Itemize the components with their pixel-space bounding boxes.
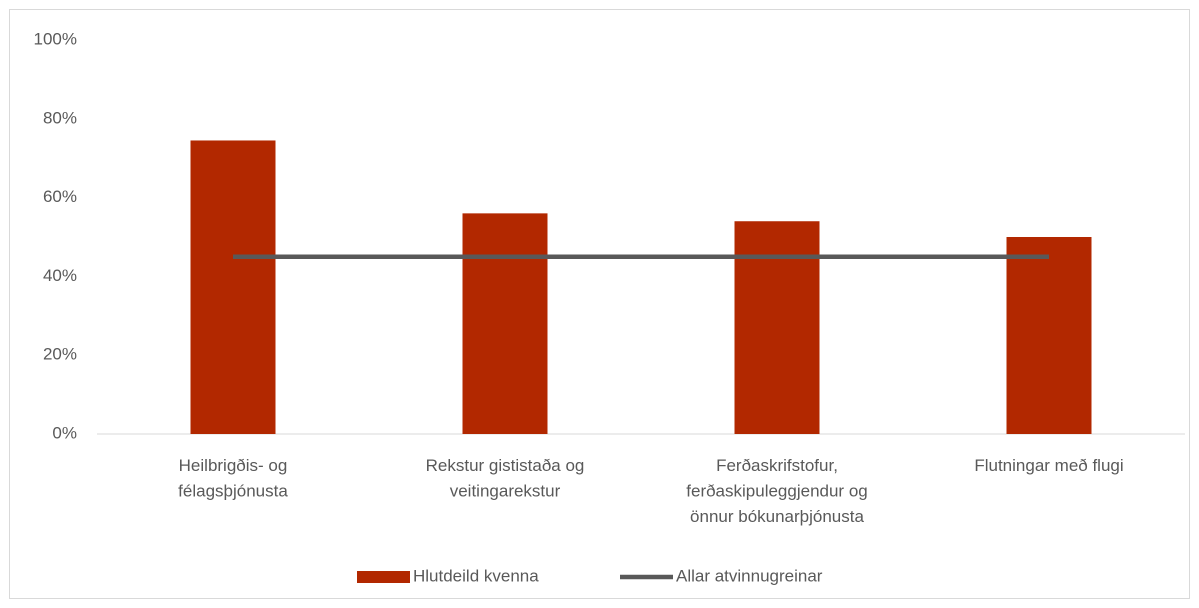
x-tick-line: Rekstur gististaða og <box>426 456 585 475</box>
bar <box>734 221 820 434</box>
x-tick-line: Ferðaskrifstofur, <box>716 456 838 475</box>
y-tick-label: 20% <box>43 345 77 364</box>
y-tick-label: 80% <box>43 108 77 127</box>
x-tick-line: ferðaskipuleggjendur og <box>686 482 867 501</box>
x-tick-line: Flutningar með flugi <box>974 456 1123 475</box>
x-tick-label: Ferðaskrifstofur, ferðaskipuleggjendur og… <box>686 456 867 526</box>
legend-swatch <box>357 571 410 583</box>
x-tick-label: Rekstur gististaða og veitingarekstur <box>426 456 585 501</box>
x-tick-label: Heilbrigðis- og félagsþjónusta <box>178 456 288 501</box>
y-tick-label: 60% <box>43 187 77 206</box>
legend-label: Hlutdeild kvenna <box>413 566 539 585</box>
x-tick-line: félagsþjónusta <box>178 482 288 501</box>
x-tick-line: veitingarekstur <box>450 482 561 501</box>
y-tick-label: 0% <box>52 423 77 442</box>
x-tick-line: Heilbrigðis- og <box>179 456 288 475</box>
x-tick-line: önnur bókunarþjónusta <box>690 507 864 526</box>
y-tick-label: 100% <box>34 29 77 48</box>
bar <box>190 140 276 434</box>
legend-label: Allar atvinnugreinar <box>676 566 823 585</box>
x-tick-label: Flutningar með flugi <box>974 456 1123 475</box>
bar <box>462 213 548 434</box>
bar <box>1006 237 1092 434</box>
y-tick-label: 40% <box>43 266 77 285</box>
